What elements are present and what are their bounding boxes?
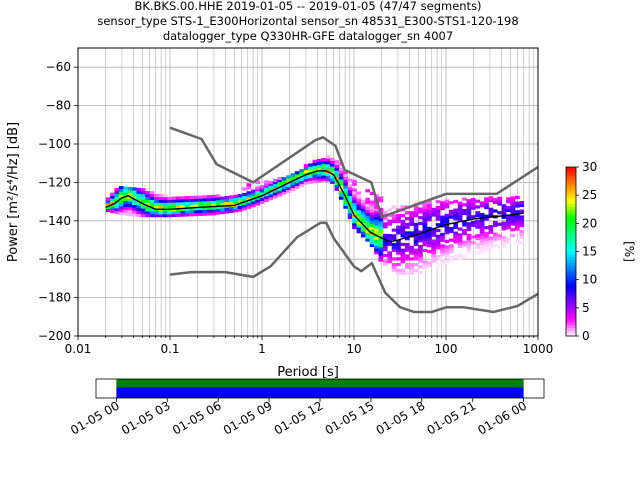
noise-model-high — [169, 126, 538, 219]
x-axis: 0.01 0.1 1 10 100 1000 — [65, 336, 554, 356]
timeline-tick-label: 01-05 03 — [119, 398, 173, 437]
timeline-tick-label: 01-05 06 — [170, 398, 224, 437]
y-tick-label: −100 — [38, 137, 71, 151]
y-tick-label: −120 — [38, 175, 71, 189]
title-line-3: datalogger_type Q330HR-GFE datalogger_sn… — [163, 29, 453, 43]
x-tick-label: 1 — [258, 342, 266, 356]
title-line-2: sensor_type STS-1_E300Horizontal sensor_… — [97, 14, 518, 28]
colorbar-tick-label: 0 — [582, 329, 590, 343]
x-tick-label: 100 — [435, 342, 458, 356]
mode-line — [105, 170, 524, 243]
noise-model-low — [169, 221, 538, 314]
colorbar-tick-label: 10 — [582, 273, 597, 287]
x-axis-label: Period [s] — [277, 365, 339, 380]
timeline-used-band — [116, 379, 524, 388]
timeline-tick-label: 01-05 09 — [221, 398, 275, 437]
noise-models — [169, 126, 538, 314]
timeline-tick-label: 01-05 18 — [374, 398, 428, 437]
colorbar: 0 5 10 15 20 25 30 [%] — [565, 160, 636, 343]
y-tick-label: −200 — [38, 329, 71, 343]
chart-title: BK.BKS.00.HHE 2019-01-05 -- 2019-01-05 (… — [97, 0, 518, 43]
probability-heatmap — [105, 155, 525, 275]
timeline-tick-label: 01-05 00 — [68, 398, 122, 437]
colorbar-tick-label: 25 — [582, 188, 597, 202]
timeline-tick-label: 01-05 12 — [272, 398, 326, 437]
colorbar-tick-label: 15 — [582, 245, 597, 259]
x-tick-label: 10 — [346, 342, 361, 356]
colorbar-tick-label: 20 — [582, 216, 597, 230]
x-tick-label: 1000 — [523, 342, 554, 356]
x-tick-label: 0.1 — [160, 342, 179, 356]
colorbar-label: [%] — [622, 241, 636, 262]
x-tick-label: 0.01 — [65, 342, 92, 356]
y-axis: −60 −80 −100 −120 −140 −160 −180 −200 — [38, 60, 78, 343]
timeline-tick-label: 01-05 15 — [323, 398, 377, 437]
y-tick-label: −80 — [46, 99, 71, 113]
colorbar-tick-label: 5 — [582, 301, 590, 315]
timeline-data-band — [116, 387, 524, 398]
y-tick-label: −140 — [38, 214, 71, 228]
y-tick-label: −160 — [38, 252, 71, 266]
y-tick-label: −60 — [46, 60, 71, 74]
colorbar-tick-label: 30 — [582, 160, 597, 174]
y-axis-label: Power [m²/s⁴/Hz] [dB] — [6, 122, 21, 262]
timeline-tick-label: 01-06 00 — [475, 398, 529, 437]
plot-frame — [77, 47, 539, 337]
y-tick-label: −180 — [38, 291, 71, 305]
timeline-tick-label: 01-05 21 — [425, 398, 479, 437]
plot-area — [78, 48, 538, 336]
title-line-1: BK.BKS.00.HHE 2019-01-05 -- 2019-01-05 (… — [134, 0, 481, 13]
mode-curve — [105, 170, 524, 243]
